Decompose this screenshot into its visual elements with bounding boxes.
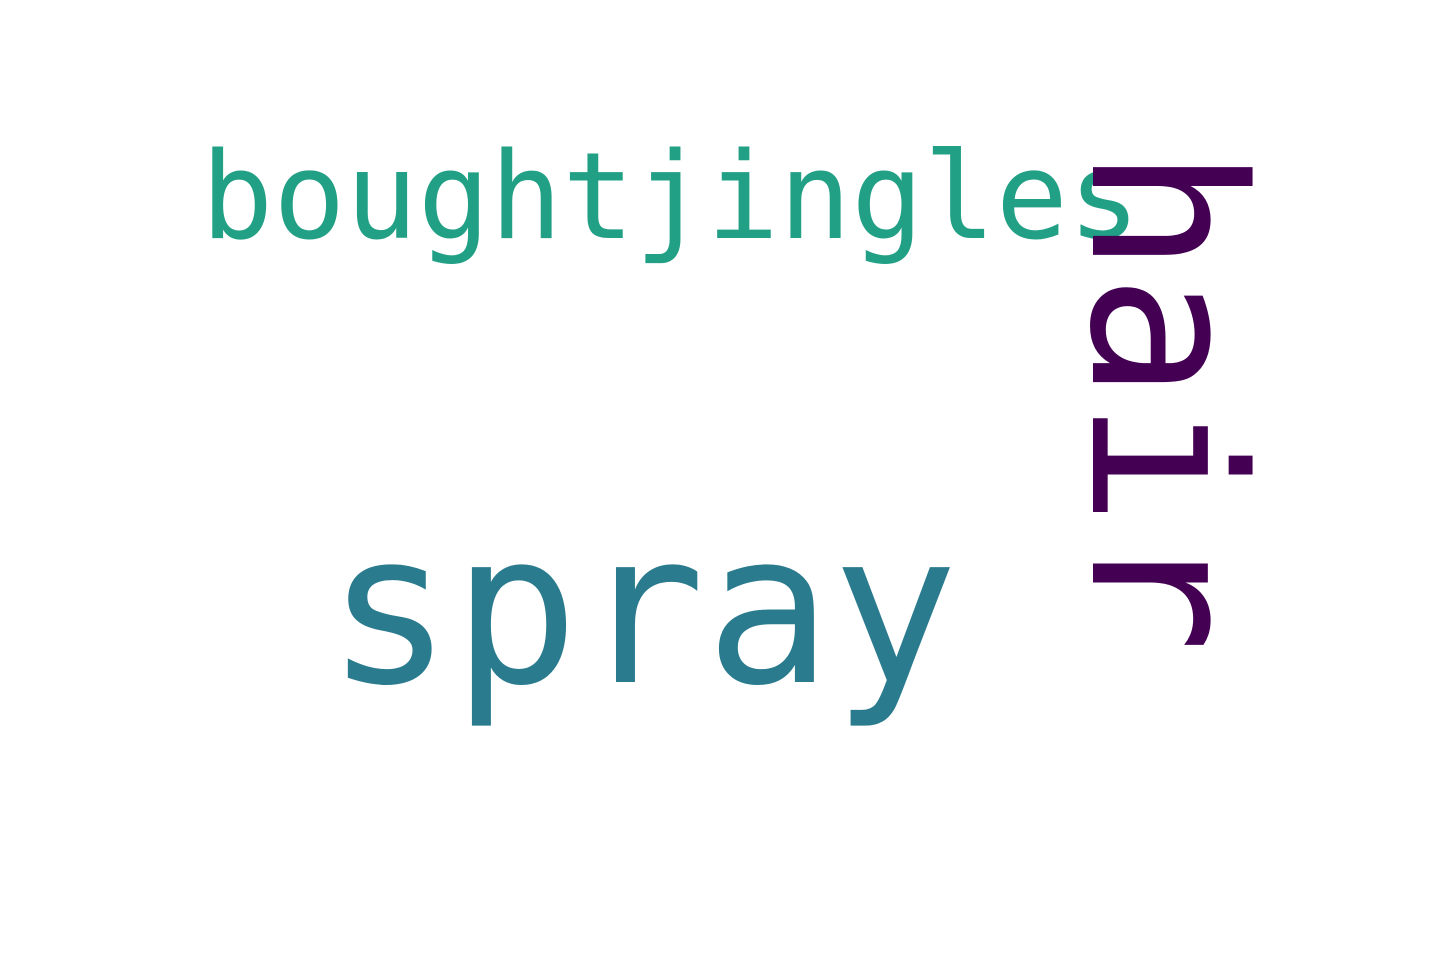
word-hair: hair xyxy=(1043,147,1288,653)
word-boughtjingles: boughtjingles xyxy=(201,128,1141,267)
word-spray: spray xyxy=(326,487,959,732)
word-hair-container: hair xyxy=(1043,147,1288,653)
